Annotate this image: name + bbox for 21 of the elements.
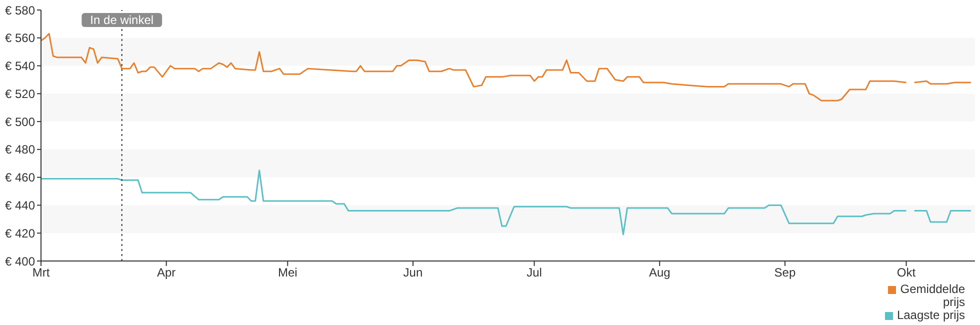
x-tick-label: Apr [157, 266, 176, 280]
x-tick-label: Sep [774, 266, 796, 280]
x-tick-label: Okt [896, 266, 916, 280]
legend-label: Gemiddelde prijs [900, 282, 965, 309]
y-tick-label: € 420 [4, 226, 36, 240]
legend-label: Laagste prijs [896, 308, 965, 322]
y-tick-label: € 440 [4, 198, 36, 212]
ref-line-label: In de winkel [90, 13, 154, 27]
y-tick-label: € 460 [4, 170, 36, 185]
x-tick-label: Aug [648, 266, 670, 280]
y-tick-label: € 560 [4, 31, 36, 46]
x-tick-label: Mei [278, 266, 298, 280]
x-tick-label: Mrt [32, 266, 50, 280]
x-tick-label: Jun [403, 266, 423, 280]
y-tick-label: € 500 [4, 114, 36, 129]
y-tick-label: € 540 [4, 59, 36, 74]
y-tick-label: € 480 [4, 142, 36, 157]
x-tick-label: Jul [526, 266, 542, 280]
y-tick-label: € 580 [4, 3, 36, 18]
y-tick-label: € 520 [4, 86, 36, 101]
y-tick-label: € 400 [4, 254, 36, 268]
